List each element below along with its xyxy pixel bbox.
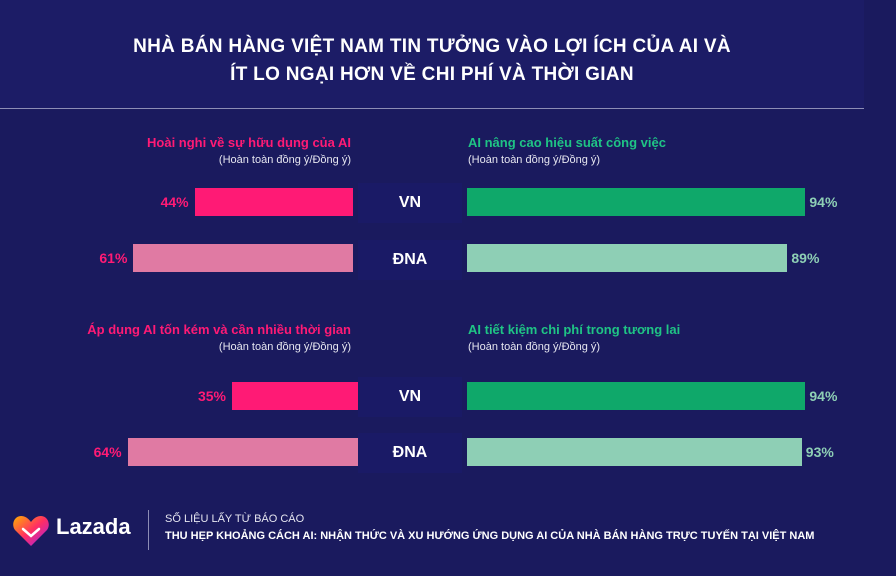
bar-1-vn [194, 188, 353, 216]
bar-1-đna [133, 244, 353, 272]
category-label-vn-top: VN [358, 183, 462, 223]
bar-4-vn [467, 382, 806, 410]
value-label-3-đna: 64% [93, 444, 122, 460]
chart2-title: AI nâng cao hiệu suất công việc [468, 135, 666, 150]
header-divider [0, 108, 864, 109]
value-label-3-vn: 35% [197, 388, 226, 404]
lazada-heart-icon [13, 516, 49, 546]
footer-panel [0, 486, 896, 576]
bar-2-đna [467, 244, 788, 272]
chart2-subtitle: (Hoàn toàn đồng ý/Đồng ý) [468, 154, 601, 166]
chart3-subtitle: (Hoàn toàn đồng ý/Đồng ý) [218, 341, 351, 353]
page-title-line1: NHÀ BÁN HÀNG VIỆT NAM TIN TƯỞNG VÀO LỢI … [133, 36, 731, 57]
footer-divider [148, 510, 149, 550]
value-label-4-đna: 93% [805, 444, 834, 460]
value-label-1-đna: 61% [99, 250, 128, 266]
brand-name: Lazada [56, 514, 131, 539]
chart4-subtitle: (Hoàn toàn đồng ý/Đồng ý) [468, 341, 601, 353]
value-label-2-vn: 94% [809, 194, 838, 210]
bar-3-đna [127, 438, 358, 466]
category-label-dna-bottom: ĐNA [358, 433, 462, 473]
chart1-subtitle: (Hoàn toàn đồng ý/Đồng ý) [218, 154, 351, 166]
value-label-4-vn: 94% [809, 388, 838, 404]
source-line2: THU HẸP KHOẢNG CÁCH AI: NHẬN THỨC VÀ XU … [165, 530, 815, 542]
bar-2-vn [467, 188, 806, 216]
bar-4-đna [467, 438, 802, 466]
chart1-title: Hoài nghi về sự hữu dụng của AI [147, 135, 351, 150]
page-title-line2: ÍT LO NGẠI HƠN VỀ CHI PHÍ VÀ THỜI GIAN [230, 64, 634, 85]
header-panel: NHÀ BÁN HÀNG VIỆT NAM TIN TƯỞNG VÀO LỢI … [0, 0, 864, 108]
value-label-1-vn: 44% [160, 194, 189, 210]
value-label-2-đna: 89% [791, 250, 820, 266]
chart4-title: AI tiết kiệm chi phí trong tương lai [468, 322, 681, 337]
category-label-vn-bottom: VN [358, 377, 462, 417]
bar-3-vn [232, 382, 358, 410]
category-label-dna-top: ĐNA [358, 240, 462, 280]
chart3-title: Áp dụng AI tốn kém và cần nhiều thời gia… [87, 322, 351, 337]
source-line1: SỐ LIỆU LẤY TỪ BÁO CÁO [165, 513, 305, 525]
